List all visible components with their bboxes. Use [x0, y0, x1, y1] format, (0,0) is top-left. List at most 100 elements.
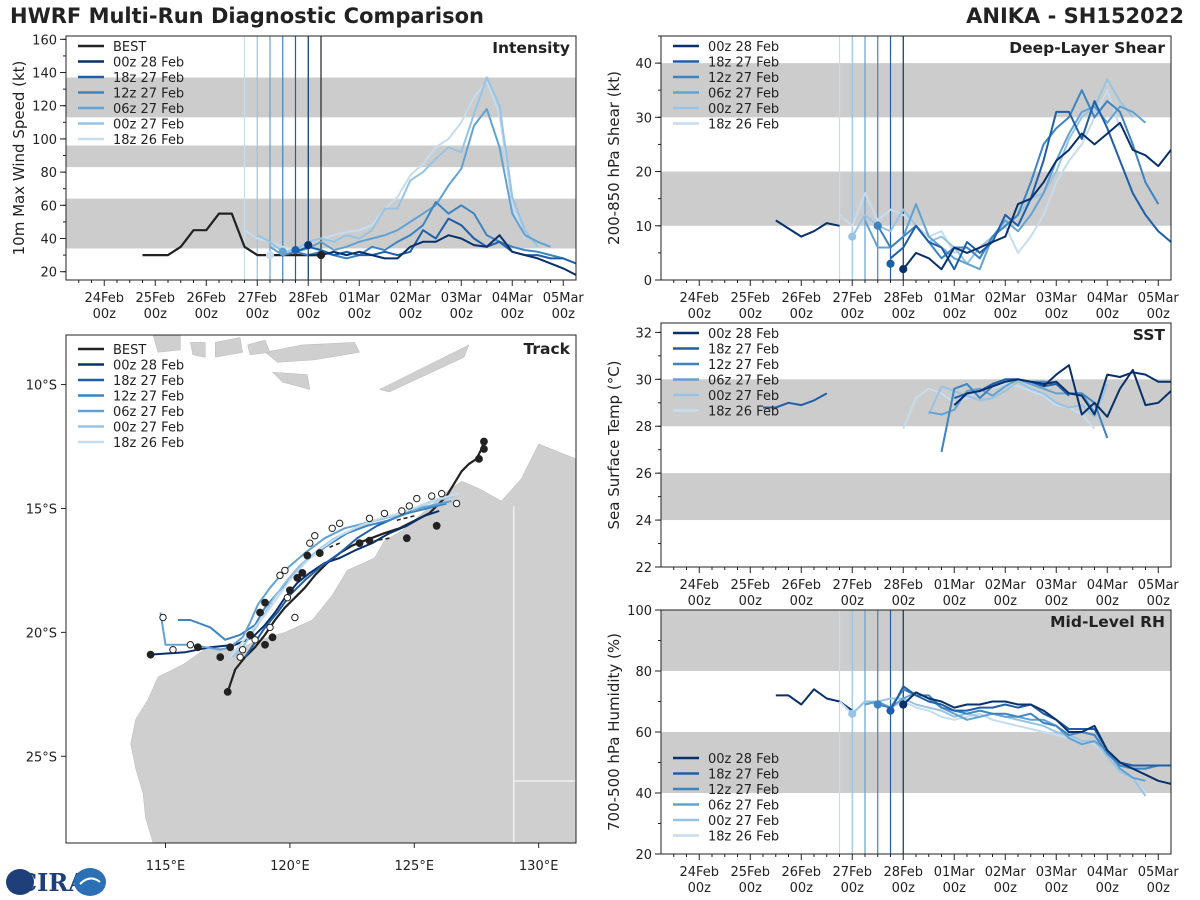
track-open-marker	[452, 499, 461, 508]
intensity-xtick-label-day: 25Feb	[135, 291, 175, 306]
rh-series-r12z27	[877, 688, 1171, 770]
track-open-marker	[291, 613, 299, 622]
track-best-marker	[226, 643, 235, 652]
rh-xtick-label-hour: 00z	[739, 881, 763, 896]
sst-legend-label: 06z 27 Feb	[708, 374, 779, 389]
intensity-ylabel: 10m Max Wind Speed (kt)	[10, 61, 28, 256]
track-land-4	[378, 344, 470, 393]
track-best-marker	[193, 643, 202, 652]
intensity-xtick-label-hour: 00z	[144, 307, 168, 322]
shear-ytick-label: 0	[644, 274, 652, 289]
sst-legend-label: 12z 27 Feb	[708, 358, 779, 373]
track-xtick-label: 115°E	[146, 859, 186, 874]
sst-xtick-label-hour: 00z	[892, 594, 916, 609]
intensity-ytick-label: 160	[32, 33, 57, 48]
track-best-marker	[365, 536, 374, 545]
intensity-marker-4	[316, 251, 326, 260]
rh-legend-label: 06z 27 Feb	[708, 799, 779, 814]
track-xtick-label: 130°E	[519, 859, 559, 874]
shear-xtick-label-hour: 00z	[841, 307, 865, 322]
sst-xtick-label-day: 04Mar	[1087, 578, 1129, 593]
shear-xtick-label-hour: 00z	[1096, 307, 1120, 322]
sst-xtick-label-day: 05Mar	[1138, 578, 1180, 593]
track-land-0	[130, 443, 576, 843]
track-open-marker	[398, 507, 406, 515]
sst-xtick-label-hour: 00z	[790, 594, 814, 609]
shear-xtick-label-hour: 00z	[994, 307, 1018, 322]
track-legend-label: 18z 27 Feb	[113, 374, 184, 389]
shear-legend-label: 12z 27 Feb	[708, 71, 779, 86]
shear-xtick-label-day: 27Feb	[832, 291, 872, 306]
sst-series-r00z27	[927, 380, 1109, 418]
intensity-xtick-label-hour: 00z	[552, 307, 576, 322]
track-open-marker	[251, 636, 259, 644]
shear-xtick-label-day: 25Feb	[730, 291, 770, 306]
rh-marker-2	[886, 706, 895, 715]
sst-xtick-label-day: 26Feb	[781, 578, 821, 593]
track-land-6	[215, 337, 243, 358]
shear-marker-0	[848, 232, 857, 241]
shear-xtick-label-day: 01Mar	[934, 291, 976, 306]
intensity-xtick-label-hour: 00z	[501, 307, 525, 322]
rh-xtick-label-hour: 00z	[1147, 881, 1171, 896]
track-open-marker	[437, 489, 446, 498]
track-legend-label: 06z 27 Feb	[113, 405, 184, 420]
sst-xtick-label-day: 28Feb	[883, 578, 923, 593]
intensity-series-group	[142, 76, 576, 276]
shear-legend-label: 00z 28 Feb	[708, 40, 779, 55]
sst-ylabel: Sea Surface Temp (°C)	[605, 360, 623, 529]
track-best-marker	[246, 630, 254, 639]
shear-legend-label: 18z 27 Feb	[708, 56, 779, 71]
shear-series-early	[775, 219, 840, 238]
shear-xtick-label-hour: 00z	[790, 307, 814, 322]
intensity-series-r06z27	[269, 108, 551, 257]
intensity-series-r00z27	[256, 76, 539, 253]
cira-logo: CIRA	[6, 868, 106, 897]
track-xtick-label: 125°E	[395, 859, 435, 874]
track-open-marker	[283, 593, 292, 602]
track-legend-label: 00z 27 Feb	[113, 421, 184, 436]
sst-legend-label: 00z 28 Feb	[708, 327, 779, 342]
figure-title: HWRF Multi-Run Diagnostic Comparison	[10, 4, 485, 28]
shear-xtick-label-hour: 00z	[943, 307, 967, 322]
sst-xtick-label-day: 03Mar	[1036, 578, 1078, 593]
track-open-marker	[236, 653, 244, 661]
intensity-xtick-label-hour: 00z	[348, 307, 372, 322]
rh-xtick-label-day: 28Feb	[883, 865, 923, 880]
sst-series-early	[763, 392, 828, 409]
intensity-xtick-label-hour: 00z	[195, 307, 219, 322]
intensity-ytick-label: 120	[32, 100, 57, 115]
sst-series-group	[763, 364, 1171, 453]
rh-marker-1	[873, 700, 882, 709]
shear-ytick-label: 10	[635, 220, 652, 235]
rh-series-group	[775, 685, 1171, 797]
rh-legend-label: 18z 26 Feb	[708, 830, 779, 845]
intensity-marker-2	[291, 246, 300, 255]
rh-ylabel: 700-500 hPa Humidity (%)	[605, 633, 623, 831]
rh-xtick-label-day: 04Mar	[1087, 865, 1129, 880]
shear-legend-label: 18z 26 Feb	[708, 118, 779, 133]
track-best-marker	[286, 586, 294, 595]
track-best-marker	[480, 445, 488, 453]
intensity-xtick-label-hour: 00z	[297, 307, 321, 322]
rh-ytick-label: 80	[635, 665, 652, 680]
rh-xtick-label-day: 27Feb	[832, 865, 872, 880]
shear-ylabel: 200-850 hPa Shear (kt)	[605, 71, 623, 245]
intensity-xtick-label-day: 01Mar	[339, 291, 381, 306]
intensity-xtick-label-day: 28Feb	[288, 291, 328, 306]
track-series-r18z26	[229, 492, 460, 658]
intensity-series-r00z28	[308, 234, 576, 276]
intensity-xtick-label-hour: 00z	[93, 307, 117, 322]
intensity-xtick-label-day: 05Mar	[543, 291, 585, 306]
track-dash-2	[326, 542, 340, 549]
track-land-3	[271, 371, 311, 390]
intensity-ytick-label: 80	[40, 166, 57, 181]
track-best-marker	[475, 455, 483, 463]
shear-series-r00z28	[902, 121, 1171, 271]
track-open-marker	[405, 502, 414, 510]
shear-series-group	[775, 78, 1171, 271]
track-legend-label: 00z 28 Feb	[113, 359, 184, 374]
sst-ytick-label: 26	[635, 467, 652, 482]
